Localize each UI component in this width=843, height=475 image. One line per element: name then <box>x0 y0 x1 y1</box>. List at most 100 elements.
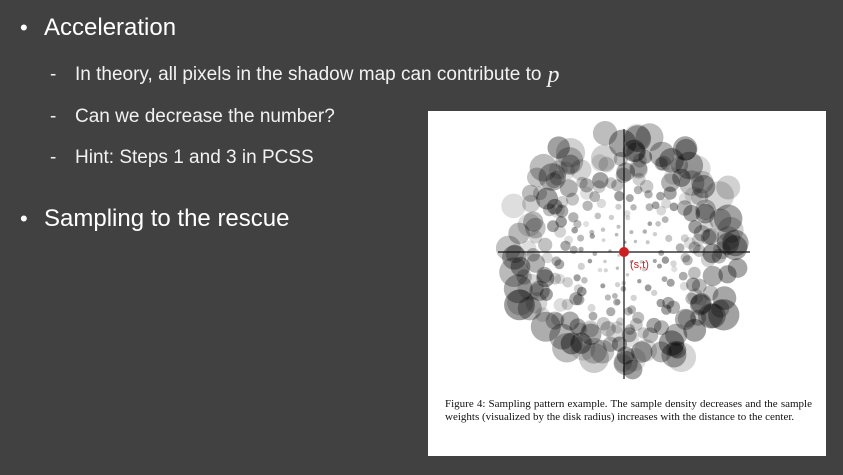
center-label: (s,t) <box>630 259 649 271</box>
sample-disk <box>675 138 697 161</box>
sample-disk <box>614 282 621 288</box>
sample-disk <box>680 234 689 243</box>
sample-disk <box>688 220 702 234</box>
sample-disk <box>553 298 568 312</box>
sample-disk <box>623 210 631 217</box>
sample-disk <box>545 311 564 330</box>
sample-disk <box>727 258 748 278</box>
sample-disk <box>629 230 634 235</box>
sample-disk <box>651 201 660 210</box>
sample-disk <box>605 324 624 343</box>
sample-disk <box>594 212 602 220</box>
sample-disk <box>580 323 602 345</box>
sample-disk <box>626 142 646 162</box>
sample-disk <box>657 263 662 269</box>
sample-disk <box>690 188 709 206</box>
sample-disk <box>615 203 622 210</box>
sample-disk <box>603 259 607 264</box>
sample-disk <box>549 323 576 350</box>
sample-disk <box>711 299 730 318</box>
sample-disk <box>616 224 621 229</box>
sample-disk <box>691 278 707 294</box>
sample-disk <box>560 154 581 174</box>
sample-disk <box>554 225 567 238</box>
sample-disk <box>564 235 573 245</box>
sample-disk <box>679 170 705 196</box>
sample-disk <box>592 172 609 189</box>
sample-disk <box>671 266 678 273</box>
sample-disk <box>616 162 636 182</box>
sample-disk <box>551 312 565 326</box>
sample-disk <box>608 129 637 158</box>
sample-disk <box>698 303 724 329</box>
sample-disk <box>617 253 621 257</box>
sample-disk <box>666 340 684 358</box>
sample-disk <box>661 198 672 209</box>
sample-disk <box>504 289 535 321</box>
sample-disk <box>661 276 668 282</box>
sample-disk <box>507 289 534 316</box>
sample-disk <box>666 342 697 372</box>
sample-disk <box>603 268 608 273</box>
sample-disk <box>495 235 522 261</box>
dash: - <box>50 147 57 168</box>
sample-disk <box>576 176 588 189</box>
sample-disk <box>581 337 607 364</box>
sample-disk <box>647 221 653 226</box>
sample-disk <box>529 153 558 182</box>
sample-disk <box>622 347 646 372</box>
sample-disk <box>691 233 705 247</box>
sample-disk <box>632 311 645 324</box>
sample-disk <box>517 213 541 237</box>
sample-disk <box>554 273 566 285</box>
sample-disk <box>654 320 669 336</box>
bullet-dot: • <box>20 206 28 231</box>
bullet-acceleration: • Acceleration <box>20 13 176 43</box>
sample-disk <box>573 220 582 229</box>
sample-disk <box>717 216 744 244</box>
sample-disk <box>580 186 594 200</box>
sample-disk <box>661 256 670 264</box>
sample-disk <box>644 284 652 292</box>
sample-disk <box>569 318 586 335</box>
sample-disk <box>624 324 636 335</box>
sample-disk <box>582 200 593 211</box>
sample-disk <box>601 238 606 242</box>
sample-disk <box>630 204 637 211</box>
dash: - <box>50 64 57 85</box>
sample-disk <box>556 196 569 208</box>
sample-disk <box>589 191 601 203</box>
sample-disk <box>629 158 648 177</box>
sample-disk <box>588 311 598 321</box>
bullet-sampling: • Sampling to the rescue <box>20 204 289 234</box>
sample-disk <box>579 178 594 193</box>
figure-caption: Figure 4: Sampling pattern example. The … <box>445 398 812 423</box>
sample-disk <box>543 203 556 217</box>
sample-disk <box>642 327 659 343</box>
sample-disk <box>581 320 599 338</box>
sample-disk <box>539 287 553 301</box>
sample-disk <box>658 330 685 356</box>
sample-disk <box>623 123 651 151</box>
sample-disk <box>639 179 654 194</box>
sample-disk <box>499 257 529 287</box>
sample-disk <box>673 136 698 161</box>
sample-disk <box>578 246 584 253</box>
sample-disk <box>611 336 628 352</box>
sample-disk <box>700 252 716 268</box>
sample-disk <box>602 336 619 352</box>
sample-disk <box>693 244 706 257</box>
sample-disk <box>516 269 532 285</box>
sample-disk <box>702 243 723 264</box>
sample-disk <box>646 317 662 334</box>
sample-disk <box>645 240 650 245</box>
sample-disk <box>655 221 661 227</box>
sample-disk <box>695 203 716 224</box>
sample-disk <box>569 245 578 254</box>
sample-disk <box>530 283 544 297</box>
sample-disk <box>690 170 714 194</box>
sample-disk <box>624 307 633 316</box>
sample-disk <box>666 300 681 314</box>
sub-bullet-hint: - Hint: Steps 1 and 3 in PCSS <box>50 146 314 170</box>
sample-disk <box>549 160 568 180</box>
